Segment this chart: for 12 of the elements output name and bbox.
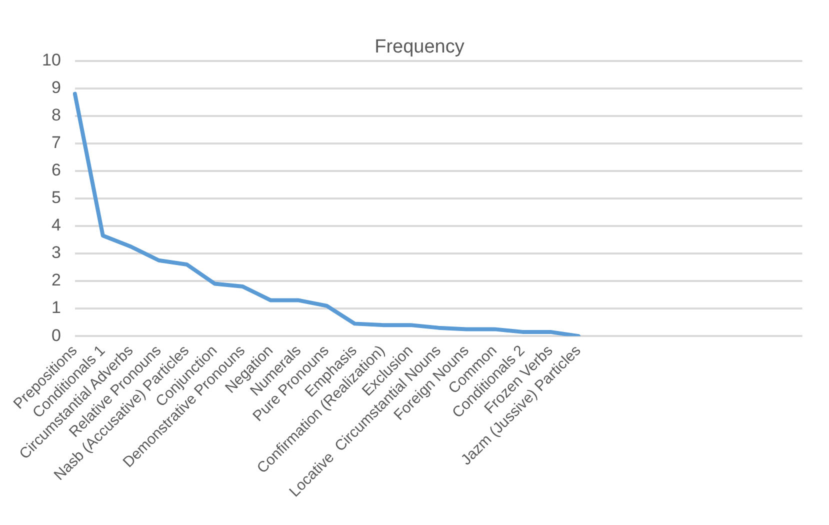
chart-title: Frequency [374, 36, 465, 58]
y-tick-label: 3 [51, 243, 61, 262]
y-tick-label: 9 [51, 78, 61, 98]
y-tick-label: 10 [42, 50, 61, 70]
y-tick-label: 6 [51, 160, 61, 180]
y-tick-label: 7 [51, 133, 61, 152]
y-tick-label: 4 [51, 216, 61, 235]
y-tick-label: 8 [51, 106, 61, 125]
y-tick-label: 1 [51, 298, 61, 318]
y-tick-label: 2 [51, 270, 61, 290]
y-tick-label: 5 [51, 188, 61, 208]
y-tick-label: 0 [51, 326, 61, 345]
